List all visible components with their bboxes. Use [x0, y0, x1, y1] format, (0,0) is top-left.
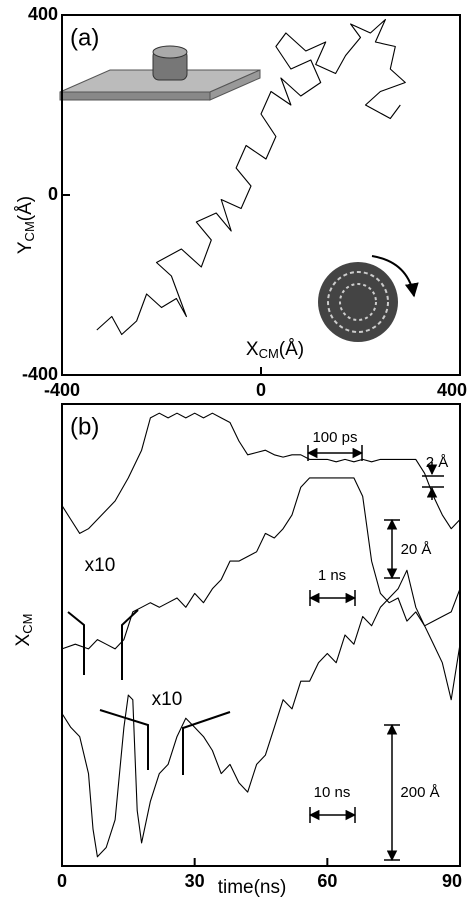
- axis-label-part: CM: [22, 221, 37, 241]
- axis-label-part: X: [13, 633, 34, 646]
- figure: (a)-4000400-4000400XCM(Å)YCM(Å)(b)030609…: [0, 0, 471, 900]
- axis-label: XCM(Å): [246, 339, 304, 361]
- trace: [62, 570, 460, 857]
- plot-frame: [62, 15, 460, 375]
- inset-rotation: [318, 256, 414, 342]
- axis-label-part: (Å): [279, 339, 304, 360]
- x-tick-label: 30: [185, 871, 205, 891]
- axis-label-part: CM: [20, 614, 35, 634]
- annotation: 1 ns: [318, 567, 346, 584]
- inset-slab: [60, 46, 260, 100]
- annotation: 20 Å: [401, 541, 432, 558]
- y-tick-label: 0: [48, 184, 58, 204]
- annotation: x10: [152, 689, 183, 710]
- axis-label: YCM(Å): [15, 196, 37, 254]
- trace: [62, 478, 460, 649]
- x-axis-label: time(ns): [218, 877, 287, 898]
- annotation: 100 ps: [312, 429, 357, 446]
- y-tick-label: 400: [28, 4, 58, 24]
- axis-label-part: CM: [259, 346, 279, 361]
- panel-label: (b): [70, 413, 99, 440]
- x-tick-label: 0: [57, 871, 67, 891]
- annotation: 2 Å: [426, 454, 449, 471]
- zoom-brackets: [68, 610, 230, 775]
- annotation: x10: [85, 555, 116, 576]
- axis-label-part: (Å): [15, 196, 36, 221]
- x-tick-label: 400: [437, 380, 467, 400]
- x-tick-label: 0: [256, 380, 266, 400]
- x-tick-label: 60: [317, 871, 337, 891]
- axis-label: XCM: [13, 614, 35, 647]
- annotation: 200 Å: [400, 784, 439, 801]
- y-tick-label: -400: [22, 364, 58, 384]
- axis-label-part: Y: [15, 241, 36, 254]
- annotation: 10 ns: [314, 784, 351, 801]
- trace: [62, 413, 460, 533]
- x-tick-label: 90: [442, 871, 462, 891]
- axis-label-part: X: [246, 339, 259, 360]
- panel-label: (a): [70, 24, 99, 51]
